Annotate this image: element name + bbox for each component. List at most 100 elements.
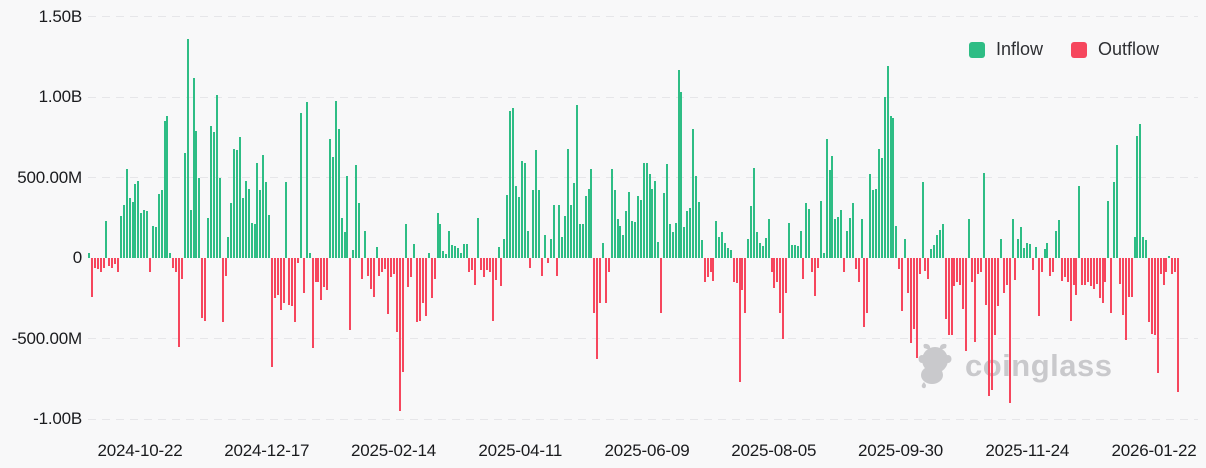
outflow-bar[interactable] [1081, 258, 1084, 286]
inflow-bar[interactable] [404, 224, 407, 258]
outflow-bar[interactable] [706, 258, 709, 278]
outflow-bar[interactable] [1104, 258, 1107, 283]
inflow-bar[interactable] [337, 129, 340, 258]
outflow-bar[interactable] [90, 258, 93, 297]
outflow-bar[interactable] [1037, 258, 1040, 316]
inflow-bar[interactable] [268, 214, 271, 258]
inflow-bar[interactable] [1058, 220, 1061, 258]
inflow-bar[interactable] [677, 69, 680, 258]
inflow-bar[interactable] [933, 245, 936, 258]
inflow-bar[interactable] [189, 209, 192, 258]
inflow-bar[interactable] [259, 190, 262, 258]
inflow-bar[interactable] [459, 253, 462, 258]
inflow-bar[interactable] [616, 219, 619, 258]
outflow-bar[interactable] [703, 258, 706, 283]
outflow-bar[interactable] [395, 258, 398, 333]
inflow-bar[interactable] [938, 229, 941, 258]
inflow-bar[interactable] [663, 192, 666, 258]
inflow-bar[interactable] [846, 231, 848, 258]
outflow-bar[interactable] [178, 258, 181, 347]
inflow-bar[interactable] [236, 150, 239, 258]
inflow-bar[interactable] [892, 117, 895, 258]
outflow-bar[interactable] [973, 258, 976, 342]
inflow-bar[interactable] [256, 163, 259, 258]
outflow-bar[interactable] [1156, 258, 1159, 374]
outflow-bar[interactable] [814, 258, 817, 296]
inflow-bar[interactable] [805, 203, 808, 258]
inflow-bar[interactable] [872, 189, 875, 258]
inflow-bar[interactable] [787, 223, 790, 258]
outflow-bar[interactable] [959, 258, 962, 285]
outflow-bar[interactable] [709, 258, 712, 272]
inflow-bar[interactable] [758, 242, 761, 258]
inflow-bar[interactable] [358, 203, 361, 258]
outflow-bar[interactable] [468, 258, 471, 273]
outflow-bar[interactable] [111, 258, 114, 268]
outflow-bar[interactable] [201, 258, 204, 318]
outflow-bar[interactable] [944, 258, 947, 320]
outflow-bar[interactable] [366, 258, 369, 276]
inflow-bar[interactable] [671, 232, 674, 258]
outflow-bar[interactable] [956, 258, 959, 283]
inflow-bar[interactable] [448, 230, 451, 258]
inflow-bar[interactable] [877, 149, 880, 258]
inflow-bar[interactable] [305, 101, 308, 258]
inflow-bar[interactable] [340, 217, 343, 258]
outflow-bar[interactable] [744, 258, 747, 313]
inflow-bar[interactable] [241, 198, 244, 258]
inflow-bar[interactable] [602, 242, 605, 258]
inflow-bar[interactable] [532, 190, 535, 258]
outflow-bar[interactable] [398, 258, 401, 411]
inflow-bar[interactable] [465, 243, 468, 258]
outflow-bar[interactable] [1110, 258, 1113, 313]
outflow-bar[interactable] [372, 258, 375, 297]
inflow-bar[interactable] [212, 132, 215, 258]
outflow-bar[interactable] [607, 258, 610, 273]
outflow-bar[interactable] [915, 258, 918, 358]
inflow-bar[interactable] [477, 217, 480, 258]
inflow-bar[interactable] [822, 253, 825, 258]
inflow-bar[interactable] [837, 216, 840, 258]
inflow-bar[interactable] [227, 237, 230, 258]
outflow-bar[interactable] [172, 258, 175, 268]
inflow-bar[interactable] [767, 219, 770, 258]
outflow-bar[interactable] [735, 258, 738, 283]
outflow-bar[interactable] [732, 258, 735, 283]
inflow-bar[interactable] [143, 209, 146, 258]
inflow-bar[interactable] [375, 246, 378, 258]
inflow-bar[interactable] [523, 163, 526, 258]
inflow-bar[interactable] [967, 218, 970, 258]
outflow-bar[interactable] [1148, 258, 1151, 323]
outflow-bar[interactable] [471, 258, 474, 271]
inflow-bar[interactable] [889, 116, 892, 258]
outflow-bar[interactable] [965, 258, 968, 352]
outflow-bar[interactable] [273, 258, 276, 299]
outflow-bar[interactable] [424, 258, 427, 316]
inflow-bar[interactable] [169, 253, 172, 258]
outflow-bar[interactable] [773, 258, 776, 288]
outflow-bar[interactable] [1165, 258, 1168, 273]
inflow-bar[interactable] [413, 243, 416, 258]
inflow-bar[interactable] [239, 137, 242, 258]
bars-plot[interactable] [88, 0, 1180, 432]
outflow-bar[interactable] [866, 258, 869, 313]
inflow-bar[interactable] [622, 235, 625, 258]
inflow-bar[interactable] [819, 200, 822, 258]
inflow-bar[interactable] [105, 220, 108, 258]
inflow-bar[interactable] [509, 110, 512, 258]
outflow-bar[interactable] [994, 258, 997, 336]
inflow-bar[interactable] [1017, 238, 1020, 258]
outflow-bar[interactable] [1069, 258, 1072, 321]
inflow-bar[interactable] [1055, 230, 1058, 258]
outflow-bar[interactable] [474, 258, 477, 286]
inflow-bar[interactable] [1113, 182, 1116, 258]
outflow-bar[interactable] [96, 258, 99, 270]
inflow-bar[interactable] [941, 224, 944, 258]
outflow-bar[interactable] [738, 258, 741, 382]
outflow-bar[interactable] [488, 258, 491, 273]
inflow-bar[interactable] [140, 212, 143, 258]
outflow-bar[interactable] [430, 258, 433, 299]
inflow-bar[interactable] [1020, 227, 1023, 258]
inflow-bar[interactable] [265, 182, 268, 258]
outflow-bar[interactable] [924, 258, 927, 271]
